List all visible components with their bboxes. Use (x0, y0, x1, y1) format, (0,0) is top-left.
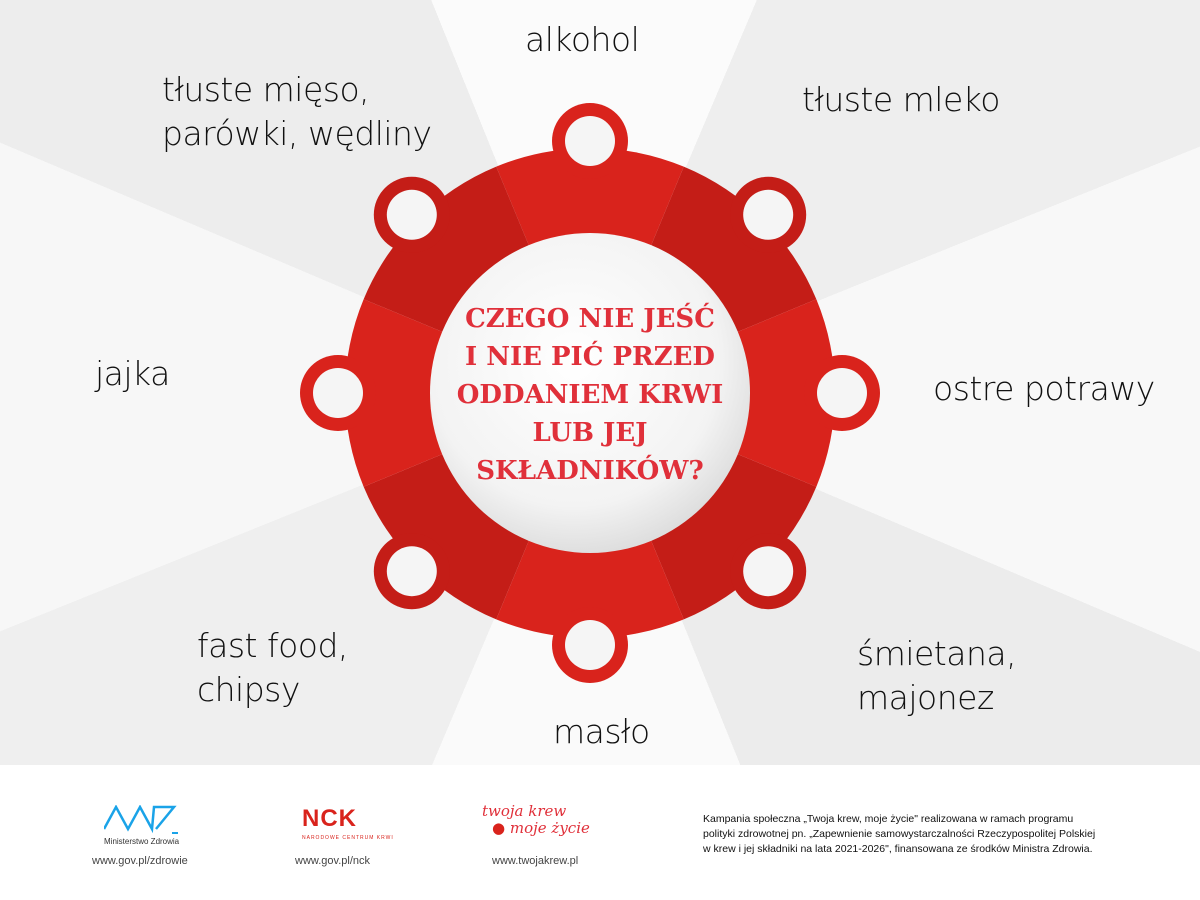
label-jajka: jajka (95, 354, 170, 393)
nck-logo-sub: NARODOWE CENTRUM KRWI (302, 835, 394, 841)
label-alkohol: alkohol (525, 20, 640, 59)
center-title-line: I NIE PIĆ PRZED (465, 342, 715, 372)
bubble-dot-smietana (743, 546, 794, 597)
bubble-dot-fast-food (386, 546, 437, 597)
footer: Ministerstwo Zdrowia www.gov.pl/zdrowie … (0, 765, 1200, 900)
bubble-dot-maslo (565, 620, 615, 670)
center-circle (430, 233, 750, 553)
twoja-krew-url[interactable]: www.twojakrew.pl (492, 855, 579, 867)
mz-url[interactable]: www.gov.pl/zdrowie (92, 855, 188, 867)
label-maslo: masło (553, 712, 650, 751)
nck-url[interactable]: www.gov.pl/nck (295, 855, 370, 867)
center-title-line: ODDANIEM KRWI (456, 380, 724, 410)
label-ostre-potrawy: ostre potrawy (933, 369, 1155, 408)
center-title: CZEGO NIE JEŚĆ I NIE PIĆ PRZED ODDANIEM … (440, 300, 740, 490)
label-fast-food: fast food, chipsy (197, 626, 348, 709)
bubble-dot-ostre-potrawy (817, 368, 867, 418)
nck-logo: NCK (302, 805, 357, 832)
diagram (300, 103, 880, 683)
center-title-line: CZEGO NIE JEŚĆ (465, 304, 715, 334)
mz-logo-icon (104, 805, 178, 834)
bubble-dot-tluste-mleko (743, 189, 794, 240)
blood-drop-icon: ● (492, 819, 506, 837)
twoja-krew-logo: twoja krew ● moje życie (482, 802, 590, 837)
label-tluste-mleko: tłuste mleko (802, 80, 1000, 119)
mz-logo-text: Ministerstwo Zdrowia (104, 837, 180, 846)
bubble-dot-tluste-mieso (386, 189, 437, 240)
center-title-line: SKŁADNIKÓW? (476, 456, 704, 486)
label-smietana: śmietana, majonez (857, 634, 1017, 717)
campaign-text: Kampania społeczna „Twoja krew, moje życ… (703, 813, 1096, 855)
bubble-dot-jajka (313, 368, 363, 418)
center-title-line: LUB JEJ (532, 418, 648, 448)
bubble-dot-alkohol (565, 116, 615, 166)
label-tluste-mieso: tłuste mięso, parówki, wędliny (162, 70, 432, 153)
